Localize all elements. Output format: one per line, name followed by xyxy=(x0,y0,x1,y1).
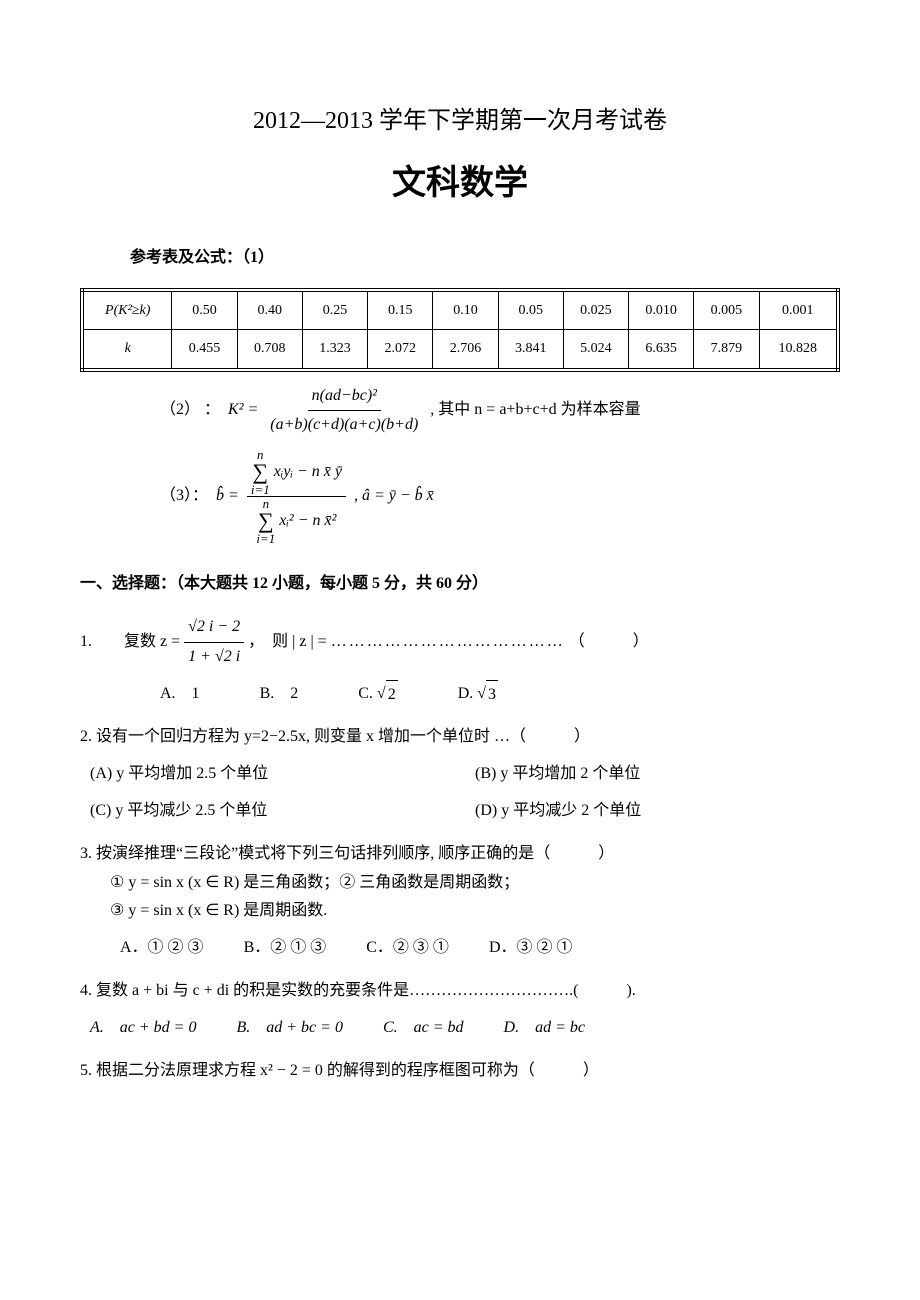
q1-opt-a: A. 1 xyxy=(160,680,200,710)
q1-num: √2 i − 2 xyxy=(184,613,244,643)
table-row: P(K²≥k) 0.50 0.40 0.25 0.15 0.10 0.05 0.… xyxy=(82,290,838,330)
q3-opt-c: C．② ③ ① xyxy=(366,934,449,963)
q4-opt-b: B. ad + bc = 0 xyxy=(236,1014,342,1043)
q2-stem: 2. 设有一个回归方程为 y=2−2.5x, 则变量 x 增加一个单位时 …（ … xyxy=(80,723,840,752)
q1-dots: ………………………………… xyxy=(331,628,565,657)
formula2-num: n(ad−bc)² xyxy=(308,382,381,412)
q3-stem: 3. 按演绎推理“三段论”模式将下列三句话排列顺序, 顺序正确的是（ ） xyxy=(80,840,840,869)
q4-stem: 4. 复数 a + bi 与 c + di 的积是实数的充要条件是…………………… xyxy=(80,977,840,1006)
q3-line1: ① y = sin x (x ∈ R) 是三角函数；② 三角函数是周期函数； xyxy=(110,869,840,898)
q1-opt-d: D. 3 xyxy=(458,680,498,710)
sum-icon: n ∑ i=1 xyxy=(251,448,270,496)
formula2-suffix: , 其中 n = a+b+c+d 为样本容量 xyxy=(430,396,640,425)
exam-title-line2: 文科数学 xyxy=(80,153,840,214)
q1-prefix: 1. 复数 z = xyxy=(80,628,180,657)
q4-opt-d: D. ad = bc xyxy=(504,1014,585,1043)
q2-opt-c: (C) y 平均减少 2.5 个单位 xyxy=(90,797,455,826)
q1-opt-b: B. 2 xyxy=(260,680,299,710)
formula3-a: , â = ȳ − b̂ x̄ xyxy=(354,482,434,511)
formula-3: （3）： b̂ = n ∑ i=1 xᵢyᵢ − n x̄ ȳ n ∑ i=1 … xyxy=(160,448,840,545)
q3-line2: ③ y = sin x (x ∈ R) 是周期函数. xyxy=(110,897,840,926)
chi-square-table: P(K²≥k) 0.50 0.40 0.25 0.15 0.10 0.05 0.… xyxy=(80,288,840,371)
formula2-prefix: （2） ： xyxy=(160,396,220,425)
question-2: 2. 设有一个回归方程为 y=2−2.5x, 则变量 x 增加一个单位时 …（ … xyxy=(80,723,840,825)
sum-icon: n ∑ i=1 xyxy=(256,497,275,545)
q2-opt-a: (A) y 平均增加 2.5 个单位 xyxy=(90,760,455,789)
question-1: 1. 复数 z = √2 i − 2 1 + √2 i ， 则 | z | = … xyxy=(80,613,840,709)
q4-opt-a: A. ac + bd = 0 xyxy=(90,1014,196,1043)
q3-opt-b: B．② ① ③ xyxy=(244,934,327,963)
table-row: k 0.455 0.708 1.323 2.072 2.706 3.841 5.… xyxy=(82,330,838,370)
row1-header: P(K²≥k) xyxy=(82,290,172,330)
formula2-den: (a+b)(c+d)(a+c)(b+d) xyxy=(266,411,422,440)
question-4: 4. 复数 a + bi 与 c + di 的积是实数的充要条件是…………………… xyxy=(80,977,840,1043)
q1-mid: ， 则 | z | = xyxy=(248,628,327,657)
formula2-lhs: K² = xyxy=(228,396,258,425)
q5-stem: 5. 根据二分法原理求方程 x² − 2 = 0 的解得到的程序框图可称为（ ） xyxy=(80,1057,840,1086)
formula-2: （2） ： K² = n(ad−bc)² (a+b)(c+d)(a+c)(b+d… xyxy=(160,382,840,441)
formula3-prefix: （3）： xyxy=(160,482,208,511)
formula3-num-right: xᵢyᵢ − n x̄ ȳ xyxy=(274,458,342,487)
q2-opt-d: (D) y 平均减少 2 个单位 xyxy=(475,797,840,826)
question-3: 3. 按演绎推理“三段论”模式将下列三句话排列顺序, 顺序正确的是（ ） ① y… xyxy=(80,840,840,963)
q3-opt-d: D．③ ② ① xyxy=(489,934,573,963)
formula3-b-lhs: b̂ = xyxy=(216,482,239,511)
q1-opt-c: C. 2 xyxy=(358,680,397,710)
question-5: 5. 根据二分法原理求方程 x² − 2 = 0 的解得到的程序框图可称为（ ） xyxy=(80,1057,840,1086)
q4-opt-c: C. ac = bd xyxy=(383,1014,464,1043)
q1-den: 1 + √2 i xyxy=(184,643,244,672)
reference-label: 参考表及公式：（1） xyxy=(130,244,840,273)
q3-opt-a: A．① ② ③ xyxy=(120,934,204,963)
formula3-den-right: xᵢ² − n x̄² xyxy=(279,507,336,536)
q1-paren: （ ） xyxy=(569,628,649,657)
exam-title-line1: 2012—2013 学年下学期第一次月考试卷 xyxy=(80,100,840,143)
q2-opt-b: (B) y 平均增加 2 个单位 xyxy=(475,760,840,789)
row2-header: k xyxy=(82,330,172,370)
section1-heading: 一、选择题：（本大题共 12 小题，每小题 5 分，共 60 分） xyxy=(80,570,840,599)
